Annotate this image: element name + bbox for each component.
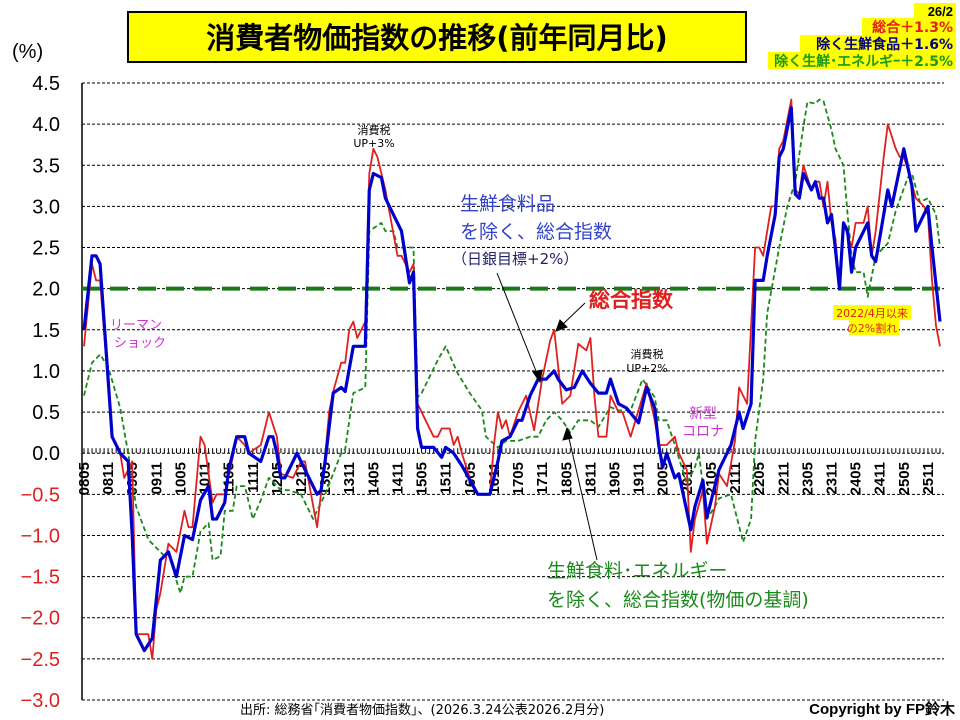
y-tick-label: −3.0 bbox=[21, 690, 60, 712]
chart-title: 消費者物価指数の推移(前年同月比) bbox=[206, 21, 668, 55]
x-tick-label: 1505 bbox=[414, 462, 431, 495]
annotation-lehman: リーマン bbox=[110, 318, 162, 333]
annotation-arrows bbox=[496, 272, 598, 561]
x-tick-label: 2305 bbox=[799, 462, 816, 495]
y-axis-ticks: 4.5 4.0 3.5 3.0 2.5 2.0 1.5 1.0 0.5 0.0 −0.5 −1.0 −1… bbox=[21, 73, 60, 712]
grid-lines bbox=[82, 82, 944, 701]
y-tick-label: −0.5 bbox=[21, 484, 60, 506]
x-tick-label: 1911 bbox=[631, 462, 648, 495]
y-tick-label: −1.0 bbox=[21, 525, 60, 547]
x-tick-label: 0805 bbox=[76, 462, 93, 495]
y-tick-label: 2.0 bbox=[32, 279, 60, 301]
x-tick-label: 1805 bbox=[558, 462, 575, 495]
x-tick-label: 2111 bbox=[727, 462, 744, 494]
zero-line-ticks bbox=[83, 448, 941, 454]
annotation-core-core: を除く、総合指数(物価の基調) bbox=[547, 589, 809, 611]
annotation-tax3: UP+3% bbox=[353, 137, 394, 150]
x-tick-label: 1311 bbox=[341, 462, 358, 495]
x-tick-label: 2205 bbox=[751, 462, 768, 495]
x-tick-label: 2211 bbox=[775, 462, 792, 495]
annotation-core-core: 生鮮食料･エネルギー bbox=[547, 560, 728, 582]
x-tick-label: 2405 bbox=[848, 462, 865, 495]
annotation-lehman: ショック bbox=[114, 336, 166, 351]
title-box bbox=[127, 11, 747, 63]
annotation-tax3: 消費税 bbox=[358, 123, 391, 137]
annotation-tax2: 消費税 bbox=[631, 347, 664, 361]
y-tick-label: 0.0 bbox=[32, 443, 60, 465]
x-tick-label: 0911 bbox=[148, 462, 165, 495]
x-tick-label: 1905 bbox=[606, 462, 623, 495]
annotation-core: を除く、総合指数 bbox=[460, 221, 612, 243]
annotation-covid: コロナ bbox=[682, 424, 724, 440]
annotation-below-2pct: 2022/4月以来 bbox=[836, 307, 908, 320]
x-tick-label: 1511 bbox=[438, 462, 455, 495]
x-tick-label: 2411 bbox=[872, 462, 889, 495]
y-tick-label: −2.5 bbox=[21, 649, 60, 671]
annotation-covid: 新型 bbox=[689, 406, 717, 422]
y-tick-label: 4.5 bbox=[32, 73, 60, 95]
x-tick-label: 1411 bbox=[389, 462, 406, 495]
x-tick-label: 2505 bbox=[896, 462, 913, 495]
series-lines bbox=[82, 98, 942, 660]
y-tick-label: 0.5 bbox=[32, 402, 60, 424]
annotations: 消費税 UP+3% リーマン ショック 生鮮食料品 を除く、総合指数 （日銀目標… bbox=[110, 123, 911, 611]
latest-headline: 総合＋1.3% bbox=[872, 19, 953, 36]
latest-core-core: 除く生鮮･エネルギｰ＋2.5% bbox=[774, 53, 953, 70]
x-tick-label: 1711 bbox=[534, 462, 551, 495]
x-tick-label: 0811 bbox=[100, 462, 117, 495]
y-axis-label: (%) bbox=[12, 41, 43, 63]
annotation-tax2: UP+2% bbox=[626, 362, 667, 375]
latest-values-legend: 26/2 総合＋1.3% 除く生鮮食品＋1.6% 除く生鮮･エネルギｰ＋2.5% bbox=[768, 3, 956, 70]
copyright: Copyright by FP鈴木 bbox=[809, 700, 956, 718]
annotation-core: 生鮮食料品 bbox=[460, 193, 555, 215]
y-tick-label: −2.0 bbox=[21, 608, 60, 630]
latest-date: 26/2 bbox=[928, 4, 953, 19]
latest-core: 除く生鮮食品＋1.6% bbox=[816, 36, 953, 53]
x-tick-label: 2005 bbox=[655, 462, 672, 495]
series-line-0 bbox=[83, 98, 941, 660]
y-tick-label: −1.5 bbox=[21, 567, 60, 589]
y-tick-label: 1.5 bbox=[32, 320, 60, 342]
x-tick-label: 1005 bbox=[172, 462, 189, 495]
x-tick-label: 1405 bbox=[365, 462, 382, 495]
x-tick-label: 1111 bbox=[245, 462, 262, 493]
y-tick-label: 3.5 bbox=[32, 155, 60, 177]
series-line-2 bbox=[83, 98, 941, 594]
x-tick-label: 1205 bbox=[269, 462, 286, 495]
x-tick-label: 2511 bbox=[920, 462, 937, 495]
x-tick-label: 2311 bbox=[823, 462, 840, 495]
x-axis-ticks: 0805 0811 0905 0911 1005 1011 1105 1111 1205 1211… bbox=[76, 462, 937, 495]
series-line-1 bbox=[82, 106, 942, 653]
y-tick-label: 4.0 bbox=[32, 114, 60, 136]
x-tick-label: 1705 bbox=[510, 462, 527, 495]
y-tick-label: 2.5 bbox=[32, 238, 60, 260]
annotation-below-2pct: の2%割れ bbox=[847, 321, 897, 335]
y-tick-label: 3.0 bbox=[32, 196, 60, 218]
source-note: 出所: 総務省｢消費者物価指数｣、(2026.3.24公表2026.2月分) bbox=[240, 703, 604, 718]
annotation-headline: 総合指数 bbox=[589, 288, 674, 312]
x-tick-label: 1811 bbox=[582, 462, 599, 495]
y-tick-label: 1.0 bbox=[32, 361, 60, 383]
annotation-core-target: （日銀目標+2%） bbox=[452, 250, 578, 268]
